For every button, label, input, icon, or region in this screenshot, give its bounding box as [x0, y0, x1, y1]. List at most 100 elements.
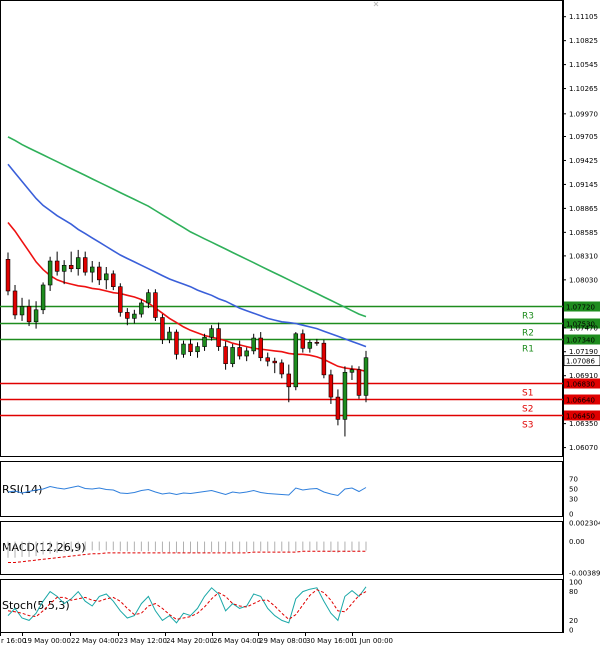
ma-blue-line	[7, 163, 367, 348]
stoch-main-line	[7, 586, 367, 624]
level-price-box-s2	[564, 394, 600, 405]
candle-body	[167, 331, 172, 341]
macd-tick-label: 0.00	[569, 538, 585, 546]
rsi-label: RSI(14)	[2, 483, 42, 496]
price-tick-label: 1.09970	[569, 110, 598, 118]
level-name-r3: R3	[522, 312, 534, 322]
price-axis: 1.11105 1.10825 1.10545 1.10265 1.09970 1.097…	[563, 13, 598, 452]
macd-tick-label: 0.002304	[569, 520, 600, 528]
stoch-label: Stoch(5,5,3)	[2, 599, 70, 612]
macd-tick-label: -0.003897	[569, 570, 600, 578]
level-price-box-r2	[564, 318, 600, 329]
level-price-box-s1	[564, 378, 600, 389]
time-tick-label: r 16:00	[1, 637, 26, 645]
rsi-tick-label: 70	[569, 476, 578, 484]
candle-body	[300, 333, 306, 349]
ma-green-line	[7, 136, 367, 318]
current-price-box	[563, 355, 600, 367]
panel-frames	[0, 0, 564, 633]
stoch-signal-line	[7, 589, 367, 621]
candle-body	[5, 259, 11, 292]
candle-body	[47, 260, 53, 286]
level-price-label-r2: 1.07530	[566, 321, 595, 329]
candle-body	[356, 369, 362, 396]
level-price-label-r1: 1.07340	[566, 337, 595, 345]
macd-frame	[0, 521, 563, 575]
candle-body	[146, 292, 151, 304]
candle-body	[195, 346, 200, 353]
candle-body	[223, 346, 228, 365]
level-price-label-s1: 1.06830	[566, 381, 595, 389]
candles	[5, 249, 369, 437]
candle-body	[33, 309, 39, 323]
candle-body	[111, 273, 116, 287]
candle-body	[26, 306, 32, 323]
price-tick-label: 1.09145	[569, 181, 598, 189]
price-tick-label: 1.07470	[569, 324, 598, 332]
level-price-box-r1	[564, 334, 600, 345]
candle-body	[216, 328, 221, 347]
time-tick-label: 1 Jun 00:00	[353, 637, 393, 645]
candle-body	[209, 328, 214, 338]
candle-body	[258, 337, 263, 359]
price-tick-label: 1.10265	[569, 85, 598, 93]
stoch-frame	[0, 579, 563, 633]
level-price-box-r3	[564, 301, 600, 312]
candle-body	[251, 337, 256, 352]
rsi-tick-label: 30	[569, 496, 578, 504]
rsi-panel: RSI(14) 70 50 30 0	[2, 476, 578, 519]
price-tick-label: 1.09425	[569, 157, 598, 165]
moving-averages	[7, 136, 367, 373]
candle-body	[68, 264, 74, 270]
time-tick-label: 30 May 16:00	[306, 637, 354, 645]
candle-body	[279, 362, 284, 375]
candle-body	[244, 350, 249, 357]
rsi-line	[7, 485, 367, 497]
candle-body	[349, 369, 355, 373]
price-tick-label: 1.11105	[569, 13, 598, 21]
price-tick-label: 1.08865	[569, 205, 598, 213]
rsi-tick-label: 0	[569, 511, 573, 519]
candle-body	[174, 331, 179, 355]
candle-body	[314, 342, 320, 344]
candle-body	[181, 343, 186, 355]
candle-body	[19, 306, 25, 316]
level-name-s3: S3	[522, 421, 533, 431]
candle-body	[160, 317, 165, 341]
price-tick-label: 1.08585	[569, 229, 598, 237]
level-name-r2: R2	[522, 329, 534, 339]
price-tick-label: 1.06350	[569, 420, 598, 428]
candle-body	[75, 257, 81, 270]
candle-body	[125, 312, 130, 319]
time-tick-label: 26 May 04:00	[213, 637, 261, 645]
candle-body	[97, 266, 102, 281]
candle-body	[12, 290, 18, 316]
candle-body	[104, 273, 109, 281]
stoch-tick-label: 20	[569, 617, 578, 625]
candle-body	[265, 357, 270, 362]
price-tick-label: 1.08310	[569, 252, 598, 260]
stoch-tick-label: 80	[569, 588, 578, 596]
time-tick-label: 29 May 08:00	[259, 637, 307, 645]
candle-body	[335, 396, 341, 420]
candle-body	[61, 264, 67, 272]
level-name-s2: S2	[522, 405, 533, 415]
macd-panel: MACD(12,26,9) 0.002304 0.00 -0.003897	[2, 520, 600, 578]
candle-body	[286, 373, 292, 388]
candle-body	[342, 371, 348, 420]
candle-body	[188, 343, 193, 353]
price-tick-label: 1.10825	[569, 37, 598, 45]
candle-body	[40, 284, 46, 311]
level-price-label-r3: 1.07720	[566, 304, 595, 312]
candle-body	[230, 347, 235, 365]
candle-body	[272, 360, 277, 364]
price-tick-label: 1.10545	[569, 61, 598, 69]
candle-body	[139, 302, 144, 315]
price-tick-label: 1.06070	[569, 444, 598, 452]
candle-body	[307, 342, 313, 349]
level-name-r1: R1	[522, 345, 534, 355]
